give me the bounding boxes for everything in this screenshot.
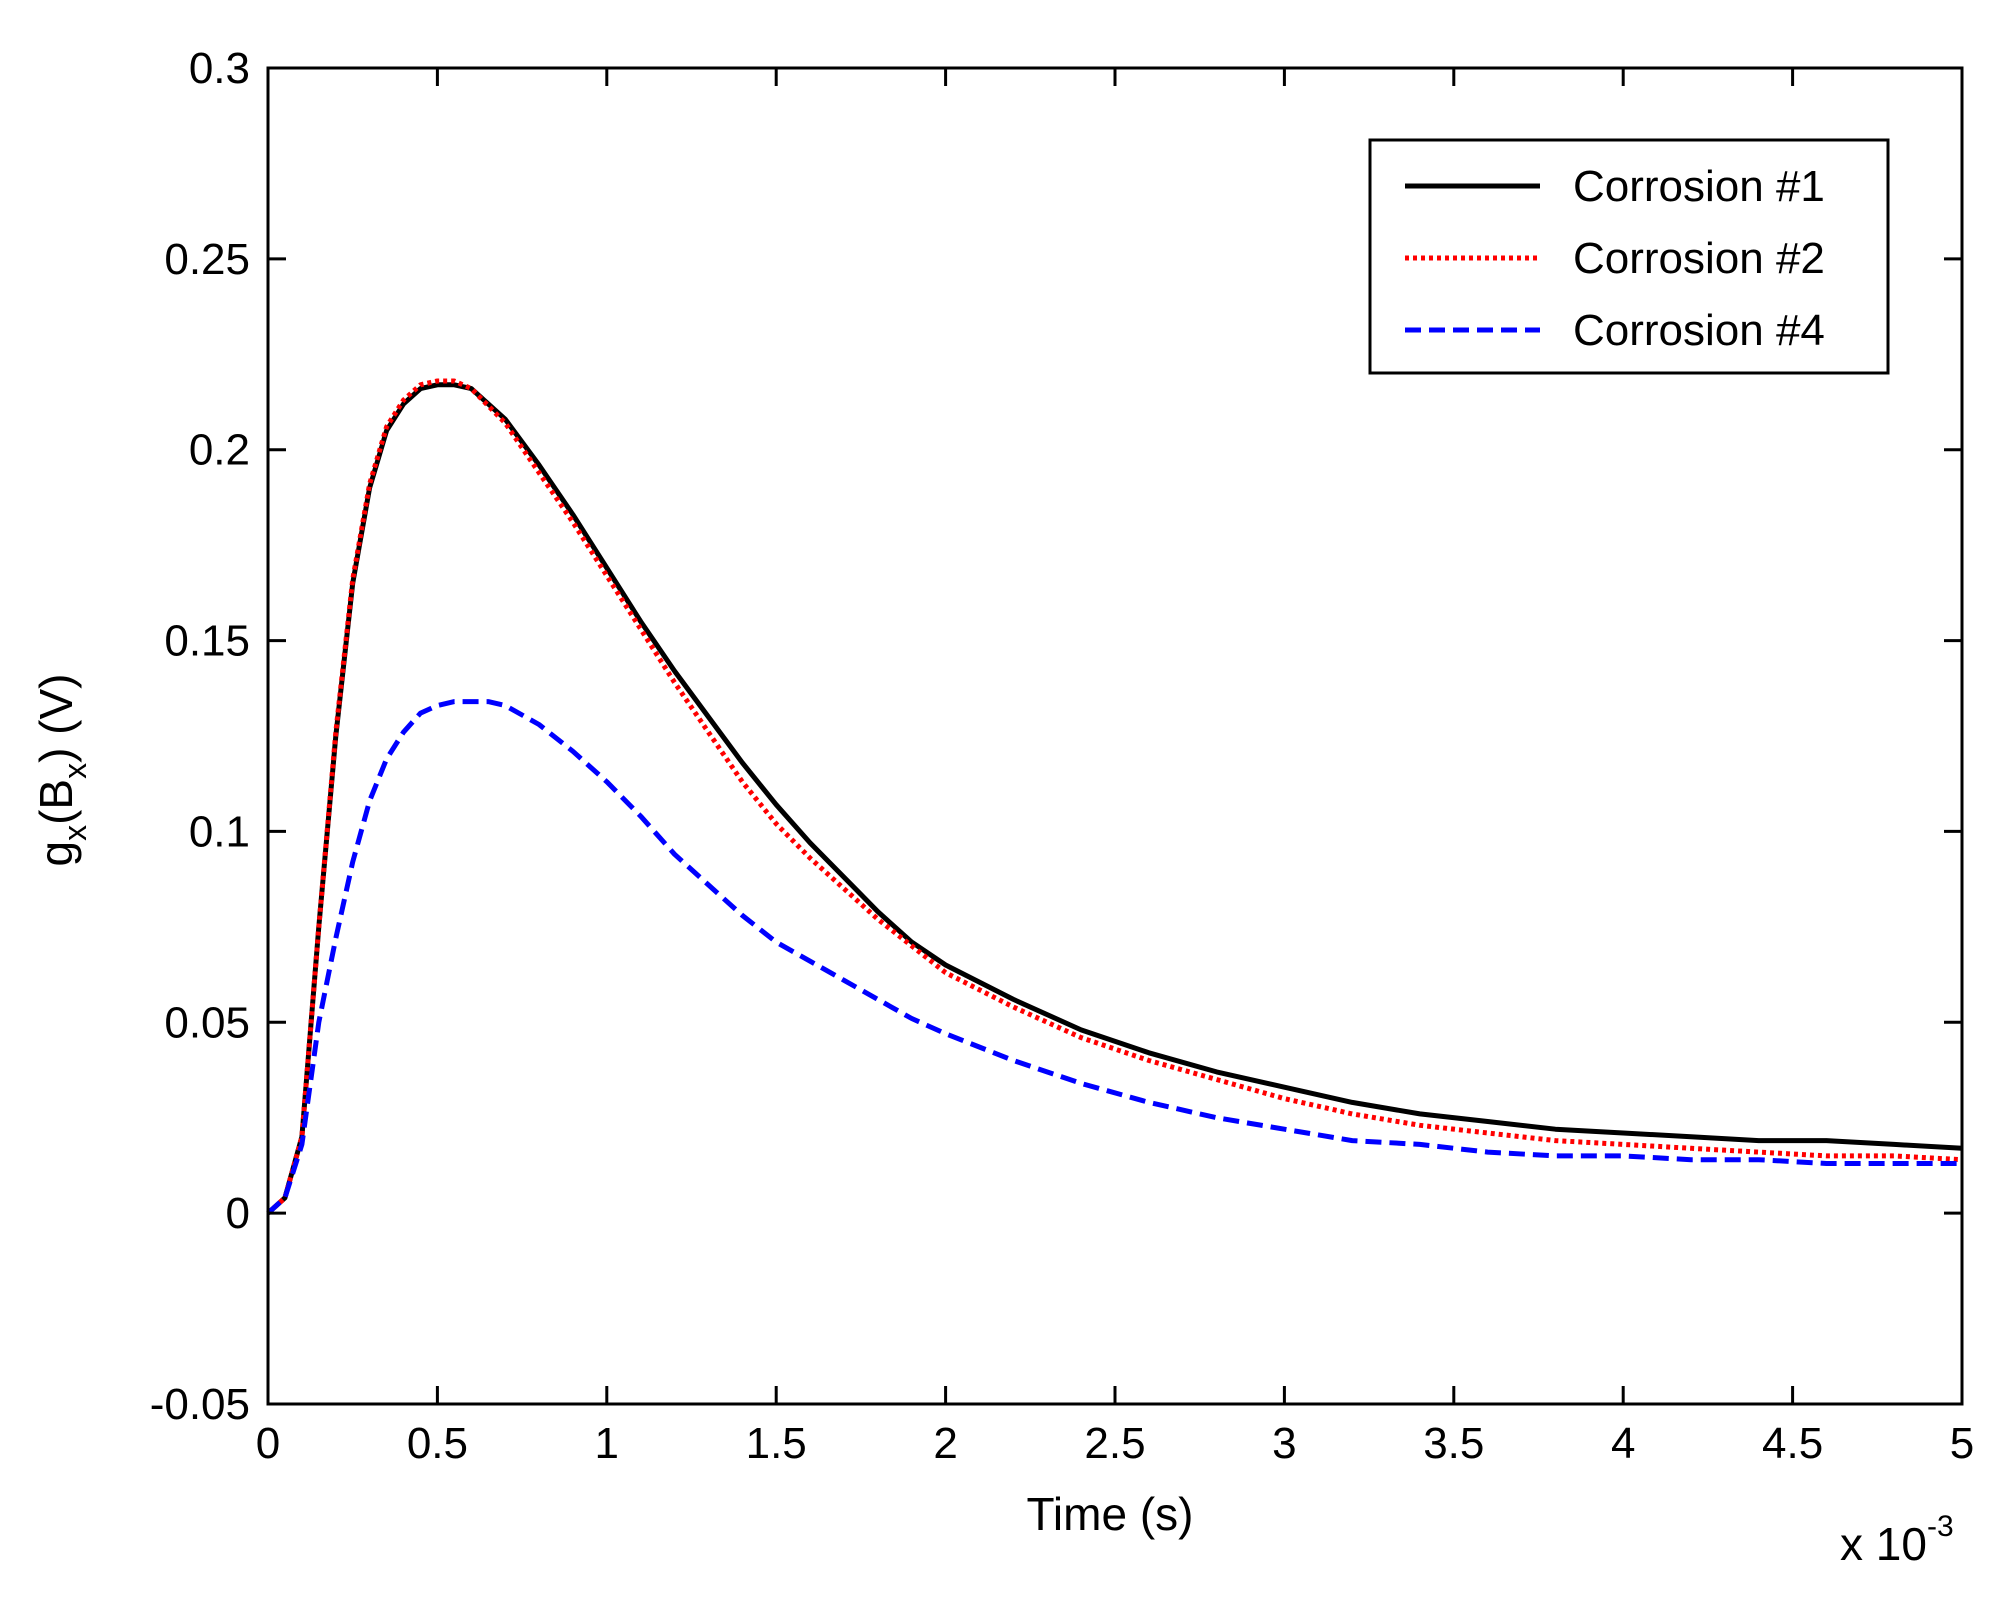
y-title-mid: (B <box>30 779 82 825</box>
x-tick-label: 5 <box>1950 1419 1974 1468</box>
x-tick-labels: 0 0.5 1 1.5 2 2.5 3 3.5 4 4.5 5 <box>256 1419 1974 1468</box>
series-line-corrosion-2 <box>266 378 1963 1215</box>
x-tick-label: 0.5 <box>407 1419 468 1468</box>
x-multiplier-exponent: -3 <box>1927 1510 1954 1543</box>
axes-layer <box>266 66 1964 1406</box>
x-tick-label: 3 <box>1272 1419 1296 1468</box>
y-tick-label: 0.05 <box>164 998 250 1047</box>
x-tick-label: 2 <box>933 1419 957 1468</box>
legend-label-corrosion-2: Corrosion #2 <box>1573 234 1825 283</box>
x-axis-multiplier: x 10-3 <box>1840 1510 1954 1570</box>
x-axis-title: Time (s) <box>1027 1488 1194 1540</box>
y-title-sub2: x <box>57 763 93 779</box>
x-tick-label: 3.5 <box>1423 1419 1484 1468</box>
legend-label-corrosion-4: Corrosion #4 <box>1573 306 1825 355</box>
legend: Corrosion #1 Corrosion #2 Corrosion #4 <box>1368 138 1890 375</box>
x-tick-label: 1 <box>595 1419 619 1468</box>
y-tick-label: 0.2 <box>189 426 250 475</box>
x-tick-label: 4 <box>1611 1419 1635 1468</box>
series-line-corrosion-1 <box>266 382 1963 1215</box>
x-tick-label: 4.5 <box>1762 1419 1823 1468</box>
legend-label-corrosion-1: Corrosion #1 <box>1573 162 1825 211</box>
x-tick-label: 0 <box>256 1419 280 1468</box>
y-title-base: g <box>30 841 82 867</box>
y-tick-label: 0.15 <box>164 617 250 666</box>
y-title-sub1: x <box>57 825 93 841</box>
x-tick-label: 1.5 <box>746 1419 807 1468</box>
y-title-end: ) (V) <box>30 673 82 762</box>
x-tick-label: 2.5 <box>1084 1419 1145 1468</box>
y-tick-label: 0.3 <box>189 44 250 93</box>
y-tick-label: 0.25 <box>164 235 250 284</box>
y-axis-title: gx(Bx) (V) <box>30 673 93 866</box>
series-layer <box>266 378 1963 1215</box>
x-multiplier-prefix: x 10 <box>1840 1518 1927 1570</box>
y-tick-label: -0.05 <box>150 1380 250 1429</box>
y-tick-label: 0 <box>226 1189 250 1238</box>
y-tick-labels: -0.05 0 0.05 0.1 0.15 0.2 0.25 0.3 <box>150 44 250 1429</box>
y-tick-label: 0.1 <box>189 807 250 856</box>
series-line-corrosion-4 <box>266 699 1962 1215</box>
